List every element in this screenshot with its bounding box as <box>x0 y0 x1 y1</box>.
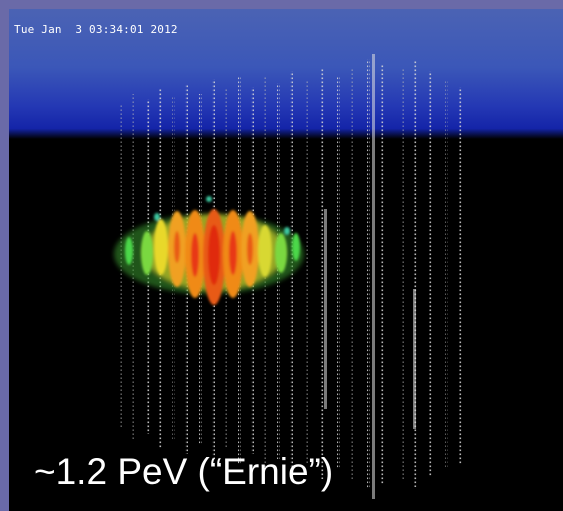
sensor-string <box>321 69 324 479</box>
sensor-string-bright <box>324 209 327 409</box>
ice-surface-background <box>9 9 563 139</box>
sensor-string <box>381 65 384 485</box>
sensor-string <box>367 59 370 489</box>
sensor-string <box>445 79 448 469</box>
detector-visualization <box>114 54 462 499</box>
event-timestamp: Tue Jan 3 03:34:01 2012 <box>14 23 178 36</box>
energy-caption: ~1.2 PeV (“Ernie”) <box>34 451 334 492</box>
sensor-string <box>351 67 354 481</box>
sensor-string <box>429 71 432 477</box>
sensor-string <box>401 69 404 479</box>
sensor-string <box>414 61 417 487</box>
sensor-string-bright <box>413 289 416 429</box>
sensor-string-bright <box>372 54 375 499</box>
sensor-string <box>305 79 308 464</box>
light-deposit-cluster <box>114 196 304 305</box>
sensor-string <box>459 87 462 464</box>
sensor-string <box>337 77 340 469</box>
event-display: Tue Jan 3 03:34:01 2012 ~1.2 PeV (“Ernie… <box>9 9 563 511</box>
